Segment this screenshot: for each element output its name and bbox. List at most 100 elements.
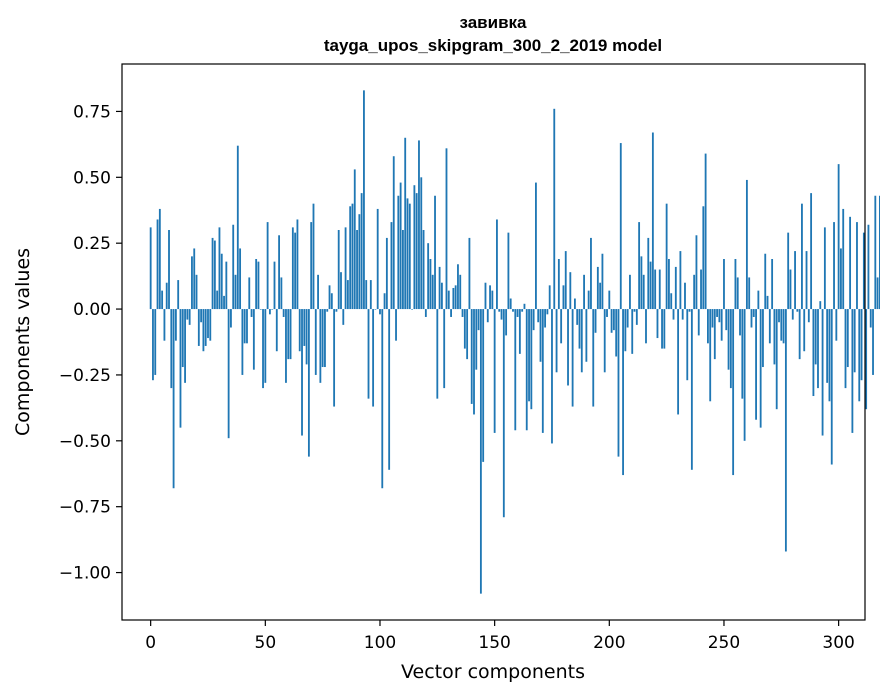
bar [186,309,188,320]
bar [735,259,737,309]
bar [478,309,480,330]
bar [503,309,505,517]
bar [159,209,161,309]
bar [267,222,269,309]
bar [418,140,420,309]
bar [803,309,805,351]
bar [780,309,782,341]
bar [505,309,507,335]
bar [776,309,778,409]
bar [812,309,814,396]
bar [663,309,665,349]
bar [849,217,851,309]
bar [689,309,691,312]
bar [397,196,399,309]
bar [613,309,615,330]
bar [567,309,569,385]
bar [741,309,743,399]
bar [721,309,723,341]
y-tick-label: 0.00 [73,300,111,320]
bar [654,270,656,310]
bar [379,309,381,314]
bar [278,235,280,309]
bar [698,309,700,335]
bar [636,309,638,325]
bar [491,291,493,309]
bar [583,275,585,309]
bar [661,309,663,349]
bar [730,309,732,388]
bar [790,270,792,310]
bar [877,277,879,309]
bar [815,309,817,364]
bar [840,248,842,309]
bar [322,309,324,367]
bar [595,309,597,333]
bar [748,277,750,309]
bar [326,309,328,312]
bar [299,309,301,351]
bar [427,243,429,309]
bar [184,309,186,383]
bar [585,309,587,362]
bar [315,309,317,375]
bar [258,262,260,309]
bar [225,262,227,309]
bar [168,230,170,309]
bar [551,309,553,443]
bar [712,309,714,327]
bar [771,259,773,309]
bar [650,262,652,309]
bar [301,309,303,435]
bar [597,267,599,309]
bar [838,164,840,309]
bar [723,259,725,309]
bar [310,222,312,309]
bar [377,209,379,309]
bar [182,309,184,367]
bar [244,309,246,343]
bar [466,309,468,359]
bar [670,293,672,309]
bar [576,309,578,325]
bar [707,309,709,343]
bar [659,270,661,310]
bar [794,251,796,309]
bar [524,304,526,309]
bar [175,309,177,341]
bar [833,222,835,309]
bar [592,309,594,407]
bar [485,283,487,309]
bar [666,204,668,309]
bar [290,309,292,359]
bar [638,222,640,309]
bar [542,309,544,433]
bar [826,309,828,383]
bar [416,193,418,309]
bar [221,254,223,309]
bar [363,90,365,309]
bar [370,280,372,309]
bar [207,309,209,338]
bar [691,309,693,470]
bar [732,309,734,475]
bar [498,309,500,312]
bar [388,309,390,470]
bar [565,251,567,309]
bar [842,209,844,309]
bar [737,277,739,309]
bar [372,309,374,407]
bar [546,309,548,314]
bar [469,238,471,309]
bar [760,309,762,428]
bar [746,180,748,309]
bar [177,280,179,309]
bar [264,309,266,383]
bar [471,309,473,404]
bar [767,296,769,309]
bar [744,309,746,441]
bar [709,309,711,401]
bar [677,309,679,414]
bar [241,309,243,375]
bar [285,309,287,383]
